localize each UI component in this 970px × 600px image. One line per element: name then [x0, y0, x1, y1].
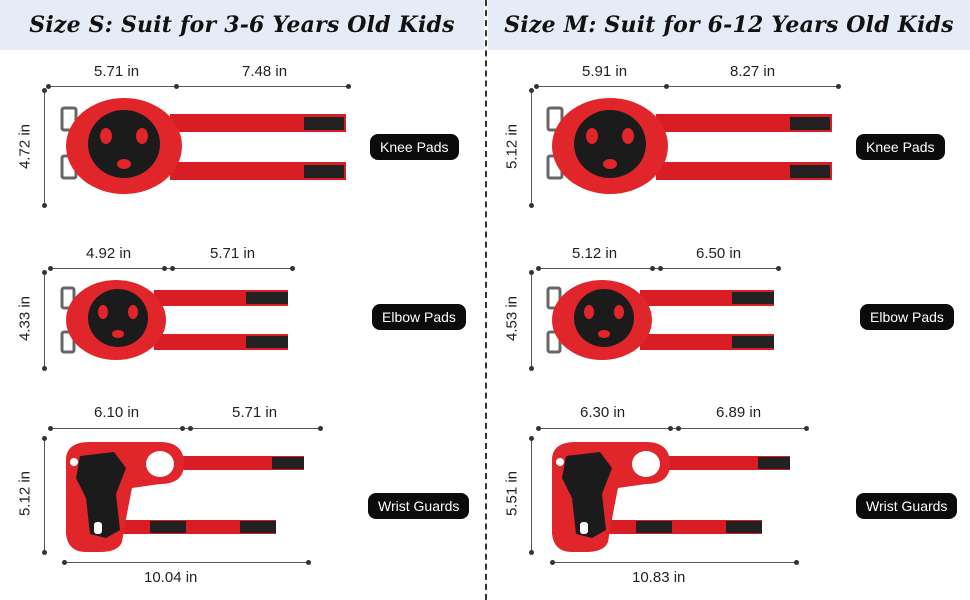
wrist-m-total: 10.83 in	[632, 569, 686, 586]
dim-dot	[46, 84, 51, 89]
dim-dot	[529, 88, 534, 93]
dim-dot	[346, 84, 351, 89]
wrist-guards-m-label: Wrist Guards	[856, 493, 958, 519]
wrist-guard-s-image	[66, 442, 304, 552]
wrist-m-width-2: 6.89 in	[716, 404, 762, 421]
elbow-s-width-1: 4.92 in	[86, 245, 132, 262]
elbow-s-height-line	[44, 272, 45, 368]
dim-dot	[794, 560, 799, 565]
dim-dot	[650, 266, 655, 271]
wrist-guards-s-label: Wrist Guards	[368, 493, 470, 519]
knee-pads-m-label: Knee Pads	[856, 134, 945, 160]
dim-dot	[318, 426, 323, 431]
dim-dot	[529, 270, 534, 275]
dim-dot	[42, 436, 47, 441]
dim-dot	[529, 550, 534, 555]
dim-dot	[42, 366, 47, 371]
knee-m-height: 5.12 in	[503, 123, 521, 170]
dim-dot	[550, 560, 555, 565]
knee-m-height-line	[531, 90, 532, 205]
elbow-pad-m-image	[546, 280, 774, 360]
knee-s-height: 4.72 in	[16, 123, 34, 170]
dim-dot	[534, 84, 539, 89]
wrist-guard-m-image	[552, 442, 790, 552]
knee-m-width-line	[536, 86, 838, 87]
elbow-s-height: 4.33 in	[16, 295, 34, 342]
dim-dot	[536, 426, 541, 431]
dim-dot	[658, 266, 663, 271]
dim-dot	[776, 266, 781, 271]
dim-dot	[180, 426, 185, 431]
elbow-pads-m-label: Elbow Pads	[860, 304, 954, 330]
wrist-s-width-line	[50, 428, 320, 429]
dim-dot	[170, 266, 175, 271]
elbow-s-width-2: 5.71 in	[210, 245, 256, 262]
dim-dot	[188, 426, 193, 431]
knee-pad-m-image	[546, 98, 832, 194]
column-divider	[485, 0, 487, 600]
knee-s-width-line	[48, 86, 348, 87]
wrist-s-width-1: 6.10 in	[94, 404, 140, 421]
dim-dot	[804, 426, 809, 431]
dim-dot	[529, 436, 534, 441]
wrist-s-height-line	[44, 438, 45, 552]
wrist-m-width-1: 6.30 in	[580, 404, 626, 421]
knee-s-height-line	[44, 90, 45, 205]
knee-s-width-1: 5.71 in	[94, 63, 140, 80]
dim-dot	[174, 84, 179, 89]
elbow-m-height: 4.53 in	[503, 295, 521, 342]
elbow-pads-s-label: Elbow Pads	[372, 304, 466, 330]
elbow-pad-s-image	[60, 280, 288, 360]
dim-dot	[529, 203, 534, 208]
wrist-s-total-line	[64, 562, 308, 563]
size-m-header: Size M: Suit for 6-12 Years Old Kids	[488, 0, 970, 50]
dim-dot	[162, 266, 167, 271]
dim-dot	[676, 426, 681, 431]
dim-dot	[668, 426, 673, 431]
size-s-title: Size S: Suit for 3-6 Years Old Kids	[29, 12, 455, 38]
wrist-s-total: 10.04 in	[144, 569, 198, 586]
dim-dot	[664, 84, 669, 89]
dim-dot	[836, 84, 841, 89]
size-s-header: Size S: Suit for 3-6 Years Old Kids	[0, 0, 484, 50]
dim-dot	[42, 88, 47, 93]
elbow-m-height-line	[531, 272, 532, 368]
dim-dot	[290, 266, 295, 271]
wrist-s-height: 5.12 in	[16, 470, 34, 517]
dim-dot	[42, 550, 47, 555]
dim-dot	[529, 366, 534, 371]
knee-s-width-2: 7.48 in	[242, 63, 288, 80]
wrist-s-width-2: 5.71 in	[232, 404, 278, 421]
dim-dot	[42, 270, 47, 275]
knee-m-width-2: 8.27 in	[730, 63, 776, 80]
dim-dot	[62, 560, 67, 565]
dim-dot	[42, 203, 47, 208]
wrist-m-total-line	[552, 562, 796, 563]
dim-dot	[536, 266, 541, 271]
elbow-m-width-2: 6.50 in	[696, 245, 742, 262]
dim-dot	[48, 426, 53, 431]
knee-m-width-1: 5.91 in	[582, 63, 628, 80]
dim-dot	[306, 560, 311, 565]
wrist-m-height-line	[531, 438, 532, 552]
knee-pad-s-image	[60, 98, 346, 194]
wrist-m-height: 5.51 in	[503, 470, 521, 517]
dim-dot	[48, 266, 53, 271]
elbow-m-width-1: 5.12 in	[572, 245, 618, 262]
size-m-title: Size M: Suit for 6-12 Years Old Kids	[504, 12, 954, 38]
knee-pads-s-label: Knee Pads	[370, 134, 459, 160]
